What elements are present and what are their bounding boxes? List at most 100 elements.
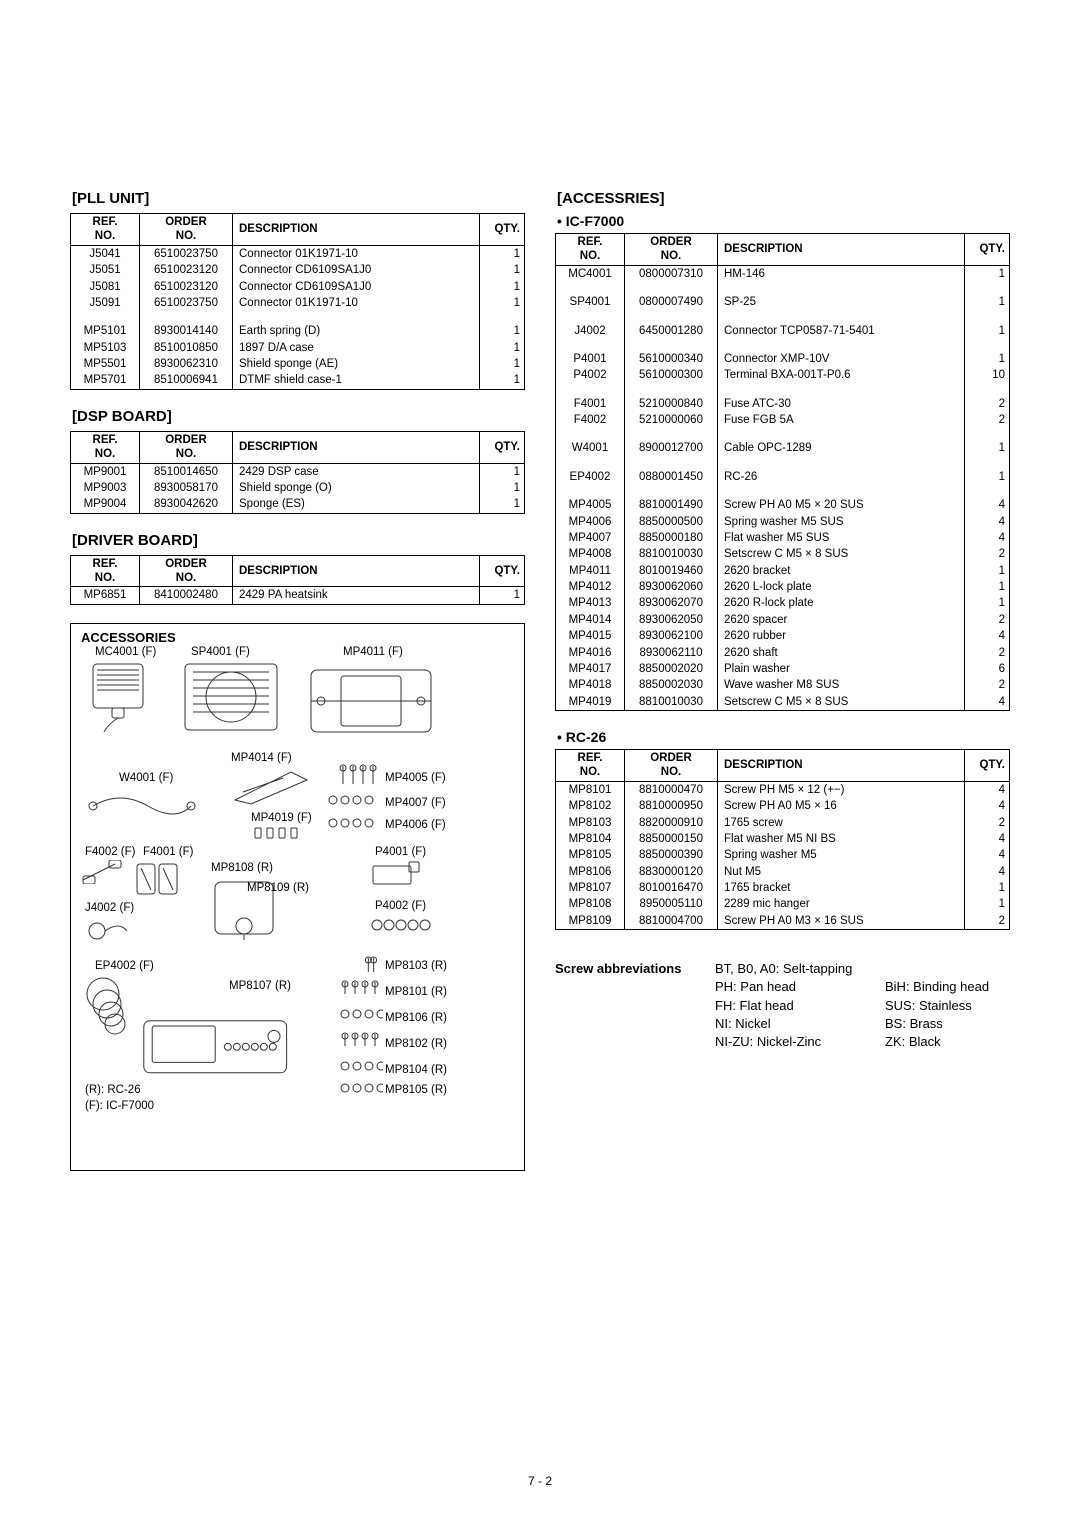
cell-qty: 1 [480, 295, 525, 311]
cell-desc: 2620 rubber [718, 628, 965, 644]
table-row: MC40010800007310HM-1461 [556, 265, 1010, 282]
cell-order: 8850000150 [625, 831, 718, 847]
table-row: MP401389300620702620 R-lock plate1 [556, 595, 1010, 611]
driver-table: REF.NO.ORDERNO.DESCRIPTIONQTY.MP68518410… [70, 555, 525, 605]
cell-desc: 1765 bracket [718, 880, 965, 896]
cell-desc: Connector TCP0587-71-5401 [718, 323, 965, 339]
cell-desc: Flat washer M5 NI BS [718, 831, 965, 847]
cell-ref: J5091 [71, 295, 140, 311]
table-row: MP81068830000120Nut M54 [556, 864, 1010, 880]
cell-qty: 2 [965, 677, 1010, 693]
icf7000-title: • IC-F7000 [557, 213, 1010, 229]
cell-order: 8850000390 [625, 847, 718, 863]
table-row: MP810388200009101765 screw2 [556, 815, 1010, 831]
cell-order: 8820000910 [625, 815, 718, 831]
acc-label: (R): RC-26 [85, 1084, 141, 1096]
cell-qty: 10 [965, 367, 1010, 383]
cell-ref: MP4011 [556, 563, 625, 579]
cell-ref: MP5501 [71, 356, 140, 372]
cell-desc: Connector CD6109SA1J0 [233, 262, 480, 278]
cell-qty: 1 [480, 323, 525, 339]
cell-ref: MP4008 [556, 546, 625, 562]
cell-qty: 1 [965, 351, 1010, 367]
acc-label: (F): IC-F7000 [85, 1100, 154, 1112]
col-header: REF.NO. [556, 234, 625, 266]
abbrev-left-cell: PH: Pan head [715, 978, 885, 996]
cell-qty: 1 [480, 372, 525, 389]
cell-ref: MP4019 [556, 694, 625, 711]
table-row: MP81048850000150Flat washer M5 NI BS4 [556, 831, 1010, 847]
cell-qty: 2 [965, 913, 1010, 930]
table-row: J50516510023120Connector CD6109SA1J01 [71, 262, 525, 278]
cell-desc: Setscrew C M5 × 8 SUS [718, 694, 965, 711]
acc-label: MP8101 (R) [385, 986, 447, 998]
cell-qty: 1 [965, 294, 1010, 310]
cell-order: 6510023750 [140, 245, 233, 262]
cell-desc: Connector 01K1971-10 [233, 245, 480, 262]
cell-desc: Shield sponge (AE) [233, 356, 480, 372]
cell-ref: MP8108 [556, 896, 625, 912]
cell-desc: Connector 01K1971-10 [233, 295, 480, 311]
gap-row [556, 311, 1010, 323]
cell-order: 8930062100 [625, 628, 718, 644]
page-number: 7 - 2 [70, 1454, 1010, 1488]
gap-row [556, 428, 1010, 440]
cell-ref: MP9004 [71, 496, 140, 513]
cell-qty: 4 [965, 831, 1010, 847]
cell-desc: Flat washer M5 SUS [718, 530, 965, 546]
cell-desc: 1897 D/A case [233, 340, 480, 356]
driver-title: [DRIVER BOARD] [72, 532, 525, 549]
cell-order: 8850002020 [625, 661, 718, 677]
col-header: ORDERNO. [625, 234, 718, 266]
col-header: REF.NO. [71, 555, 140, 587]
cell-qty: 1 [480, 279, 525, 295]
table-row: W40018900012700Cable OPC-12891 [556, 440, 1010, 456]
gap-row [556, 339, 1010, 351]
cell-order: 8510014650 [140, 463, 233, 480]
col-header: QTY. [480, 555, 525, 587]
table-row: J50416510023750Connector 01K1971-101 [71, 245, 525, 262]
table-row: MP40198810010030Setscrew C M5 × 8 SUS4 [556, 694, 1010, 711]
abbrev-row: PH: Pan headBiH: Binding head [715, 978, 989, 996]
cell-qty: 1 [480, 496, 525, 513]
cell-order: 5210000840 [625, 396, 718, 412]
acc-washers-icon [339, 1008, 383, 1020]
acc-label: MP8108 (R) [211, 862, 273, 874]
table-row: MP401489300620502620 spacer2 [556, 612, 1010, 628]
table-row: MP40058810001490Screw PH A0 M5 × 20 SUS4 [556, 497, 1010, 513]
cell-order: 8510010850 [140, 340, 233, 356]
table-row: MP55018930062310Shield sponge (AE)1 [71, 356, 525, 372]
table-row: MP401289300620602620 L-lock plate1 [556, 579, 1010, 595]
cell-order: 8510006941 [140, 372, 233, 389]
acc-hanger-icon [209, 876, 279, 940]
acc-label: MP8105 (R) [385, 1084, 447, 1096]
table-row: MP40178850002020Plain washer6 [556, 661, 1010, 677]
acc-label: EP4002 (F) [95, 960, 154, 972]
columns: [PLL UNIT] REF.NO.ORDERNO.DESCRIPTIONQTY… [70, 190, 1010, 1454]
acc-fuse-icon [81, 860, 123, 884]
cell-order: 8410002480 [140, 587, 233, 604]
table-row: MP401180100194602620 bracket1 [556, 563, 1010, 579]
cell-qty: 2 [965, 396, 1010, 412]
cell-qty: 1 [965, 469, 1010, 485]
cell-ref: MP8109 [556, 913, 625, 930]
cell-order: 0800007310 [625, 265, 718, 282]
cell-ref: MP4013 [556, 595, 625, 611]
abbrev-title: Screw abbreviations [555, 960, 715, 1051]
acc-label: P4002 (F) [375, 900, 426, 912]
col-header: DESCRIPTION [718, 234, 965, 266]
cell-desc: 2620 spacer [718, 612, 965, 628]
pll-table: REF.NO.ORDERNO.DESCRIPTIONQTY.J504165100… [70, 213, 525, 390]
cell-qty: 4 [965, 530, 1010, 546]
cell-order: 8930062060 [625, 579, 718, 595]
cell-qty: 4 [965, 497, 1010, 513]
cell-ref: MP9001 [71, 463, 140, 480]
cell-desc: HM-146 [718, 265, 965, 282]
cell-order: 5610000300 [625, 367, 718, 383]
acc-plate-icon [231, 766, 311, 806]
table-row: J40026450001280Connector TCP0587-71-5401… [556, 323, 1010, 339]
cell-desc: Fuse ATC-30 [718, 396, 965, 412]
cell-ref: P4002 [556, 367, 625, 383]
cell-ref: MP8106 [556, 864, 625, 880]
cell-desc: Setscrew C M5 × 8 SUS [718, 546, 965, 562]
